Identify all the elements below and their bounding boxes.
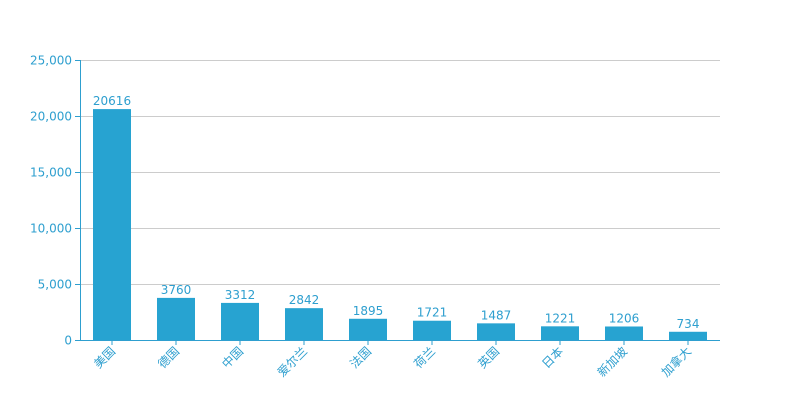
data-label: 3760 [161, 283, 192, 297]
data-label: 1206 [609, 311, 640, 325]
data-labels: 20616 3760 3312 2842 1895 1721 1487 1221 1206 734 [93, 94, 700, 331]
bar [541, 326, 579, 340]
data-label: 20616 [93, 94, 131, 108]
grid-lines [80, 60, 720, 285]
data-label: 734 [677, 317, 700, 331]
bar [349, 318, 387, 340]
category-labels: 美国 德国 中国 爱尔兰 法国 荷兰 英国 日本 新加坡 加拿大 [91, 344, 694, 380]
category-label: 英国 [475, 344, 502, 371]
bar [413, 320, 451, 340]
category-label: 法国 [347, 344, 374, 371]
data-label: 1487 [481, 308, 512, 322]
data-label: 3312 [225, 288, 256, 302]
bar [221, 302, 259, 340]
category-label: 荷兰 [411, 344, 438, 371]
axes [75, 60, 720, 345]
y-tick-label: 20,000 [30, 110, 72, 124]
category-label: 美国 [91, 344, 118, 371]
bar [285, 308, 323, 340]
category-label: 中国 [219, 344, 247, 372]
data-label: 1221 [545, 311, 576, 325]
y-tick-label: 5,000 [38, 278, 72, 292]
data-label: 1895 [353, 304, 384, 318]
category-label: 新加坡 [594, 344, 630, 380]
y-tick-label: 25,000 [30, 54, 72, 68]
category-label: 加拿大 [658, 344, 694, 380]
y-tick-labels: 0 5,000 10,000 15,000 20,000 25,000 [30, 54, 72, 348]
bar [477, 323, 515, 340]
category-label: 日本 [539, 344, 566, 371]
bar [605, 326, 643, 340]
bars [93, 109, 707, 340]
bar [669, 331, 707, 340]
data-label: 2842 [289, 293, 320, 307]
bar [93, 109, 131, 340]
category-label: 爱尔兰 [274, 344, 310, 380]
category-label: 德国 [155, 344, 183, 372]
y-tick-label: 0 [64, 334, 72, 348]
bar [157, 297, 195, 340]
y-tick-label: 10,000 [30, 222, 72, 236]
y-tick-label: 15,000 [30, 166, 72, 180]
data-label: 1721 [417, 306, 448, 320]
